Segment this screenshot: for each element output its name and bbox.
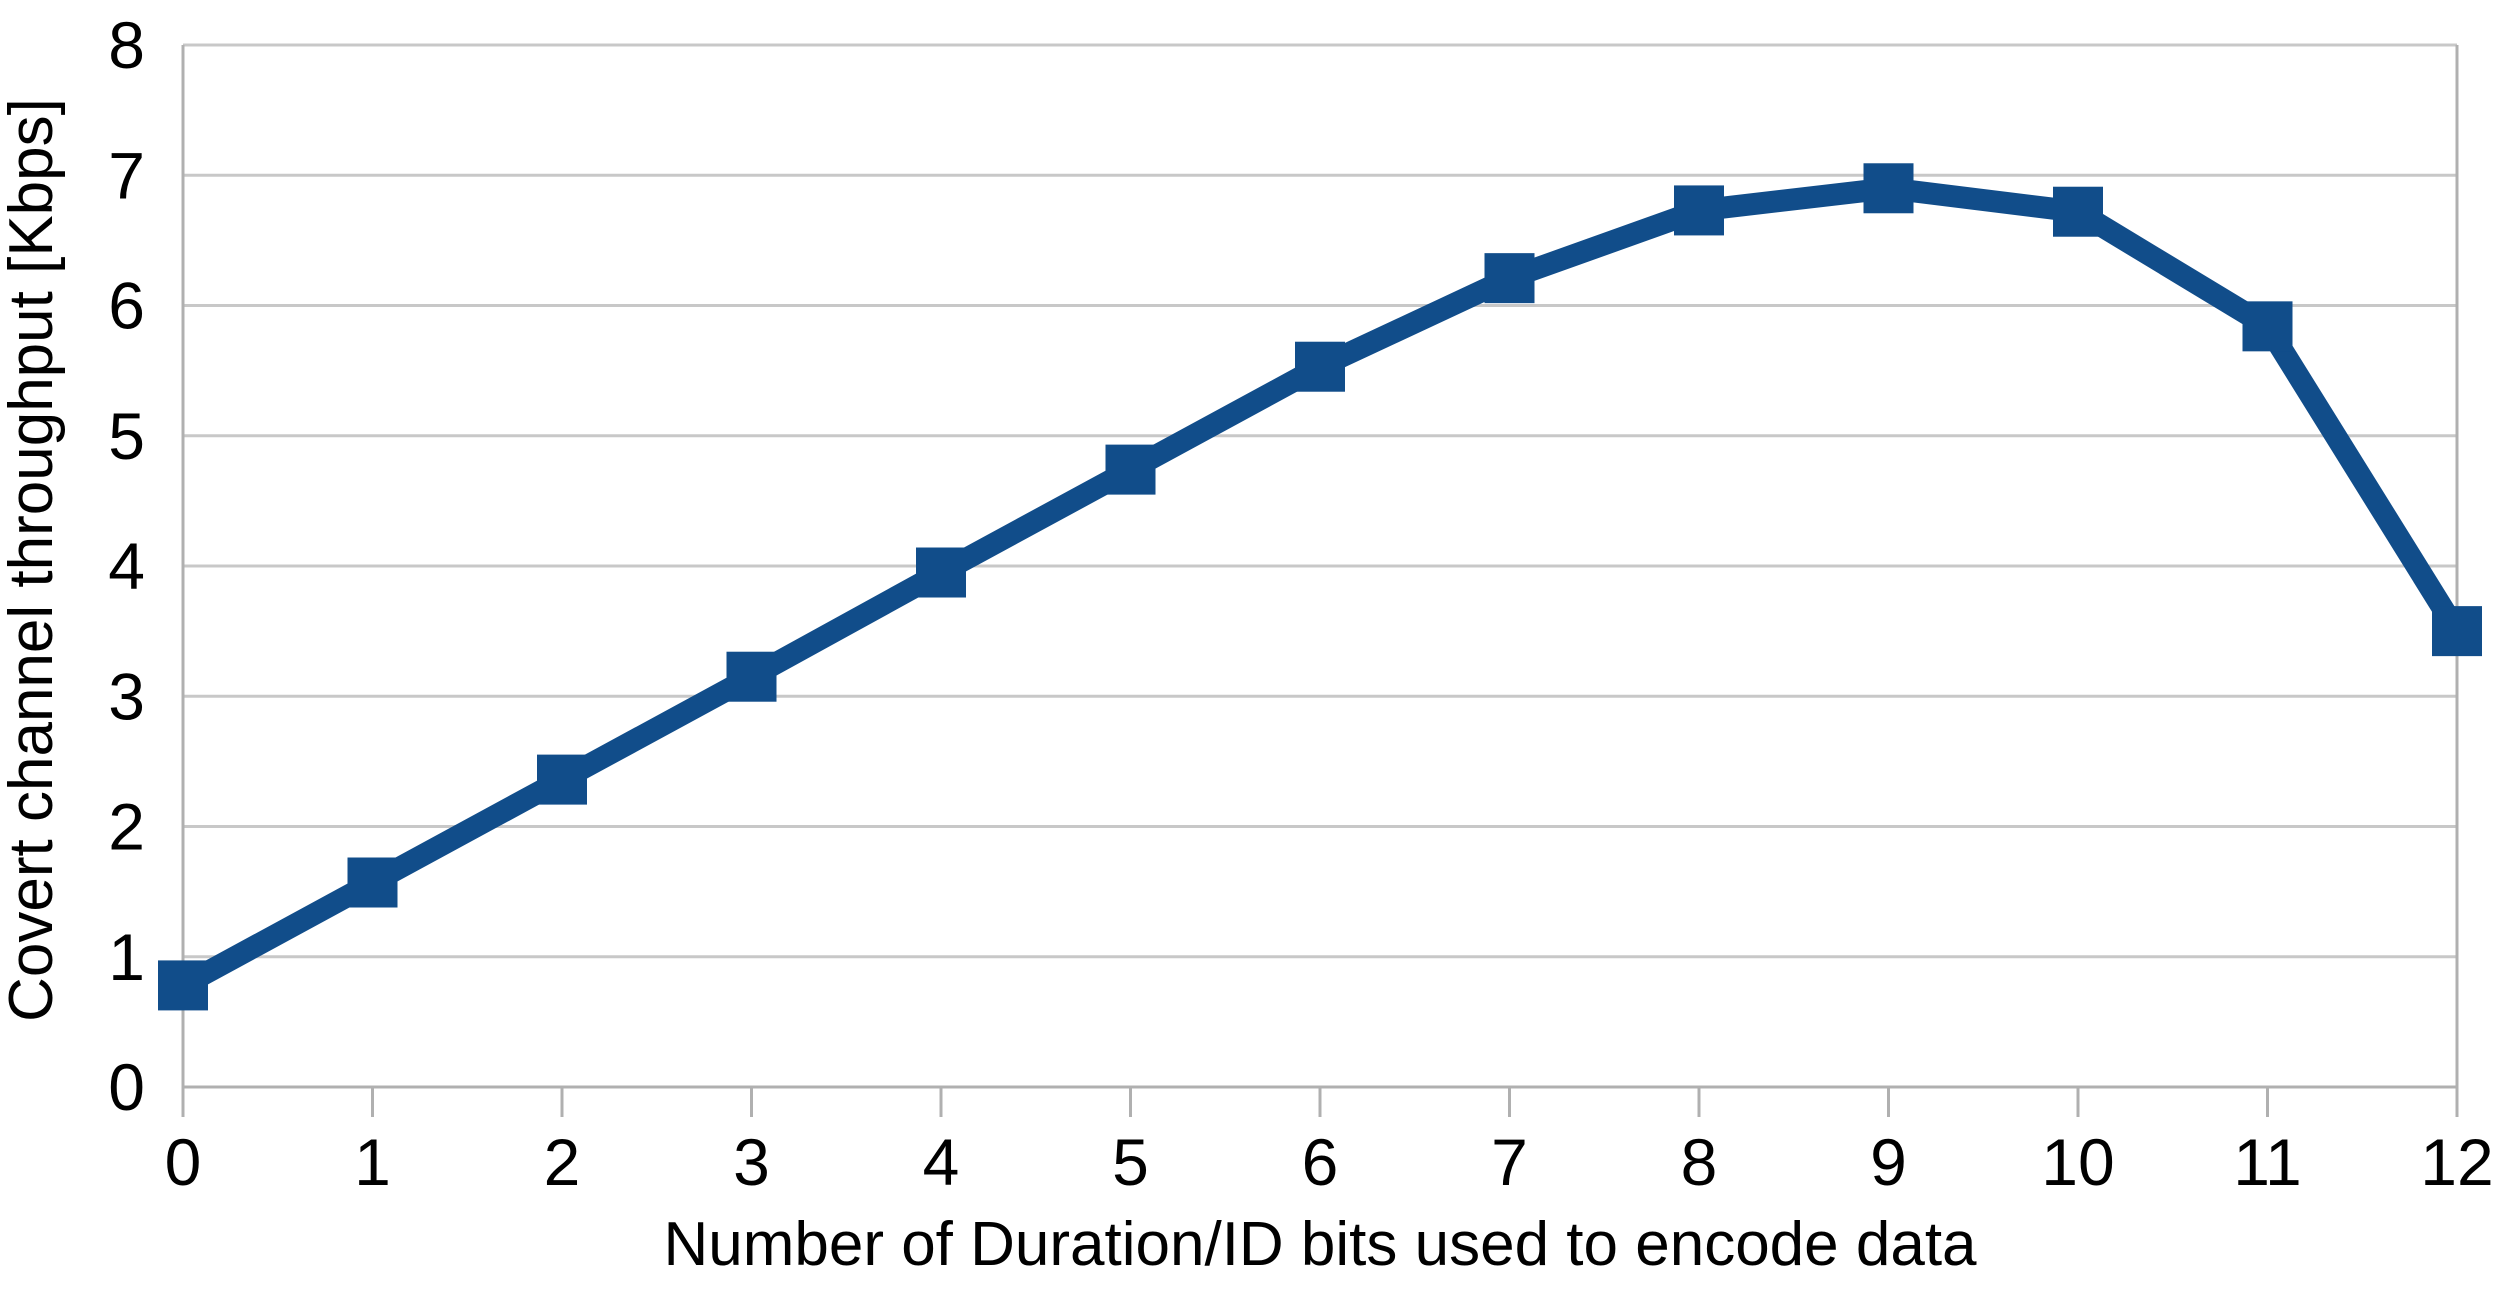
x-tick-label: 7 — [1491, 1125, 1528, 1199]
data-point-marker — [726, 651, 777, 702]
y-tick-label: 6 — [108, 269, 145, 343]
x-tick-label: 10 — [2041, 1125, 2114, 1199]
data-point-marker — [1674, 185, 1724, 236]
data-point-marker — [537, 754, 587, 805]
y-tick-label: 4 — [108, 529, 145, 603]
x-tick-label: 1 — [354, 1125, 391, 1199]
x-tick-label: 4 — [923, 1125, 960, 1199]
data-point-marker — [916, 547, 966, 598]
x-tick-label: 0 — [165, 1125, 202, 1199]
series-line — [177, 177, 2467, 996]
y-tick-label: 2 — [108, 790, 145, 864]
x-tick-label: 8 — [1681, 1125, 1718, 1199]
data-point-marker — [347, 857, 398, 908]
x-tick-label: 6 — [1302, 1125, 1339, 1199]
data-point-marker — [1105, 444, 1156, 495]
y-tick-label: 3 — [108, 659, 145, 733]
data-point-marker — [2432, 606, 2482, 657]
x-tick-label: 12 — [2420, 1125, 2493, 1199]
data-point-marker — [158, 960, 208, 1011]
data-series — [158, 163, 2482, 1011]
data-point-marker — [2242, 301, 2293, 352]
y-tick-label: 0 — [108, 1050, 145, 1124]
x-axis-title: Number of Duration/ID bits used to encod… — [663, 1210, 1977, 1279]
gridlines — [183, 43, 2457, 959]
axes-and-ticks — [181, 45, 2459, 1117]
x-tick-label: 3 — [733, 1125, 770, 1199]
x-tick-label: 2 — [544, 1125, 581, 1199]
y-tick-label: 8 — [108, 8, 145, 82]
y-tick-label: 5 — [108, 399, 145, 473]
data-point-marker — [1295, 341, 1345, 392]
x-tick-label: 11 — [2233, 1125, 2302, 1199]
y-axis-title: Covert channel throughput [Kbps] — [0, 98, 66, 1022]
data-point-marker — [1484, 253, 1535, 304]
data-point-marker — [1863, 163, 1914, 214]
x-tick-label: 9 — [1870, 1125, 1907, 1199]
y-tick-label: 7 — [108, 138, 145, 212]
data-point-marker — [2053, 186, 2103, 237]
x-tick-label: 5 — [1112, 1125, 1149, 1199]
y-tick-label: 1 — [108, 920, 145, 994]
